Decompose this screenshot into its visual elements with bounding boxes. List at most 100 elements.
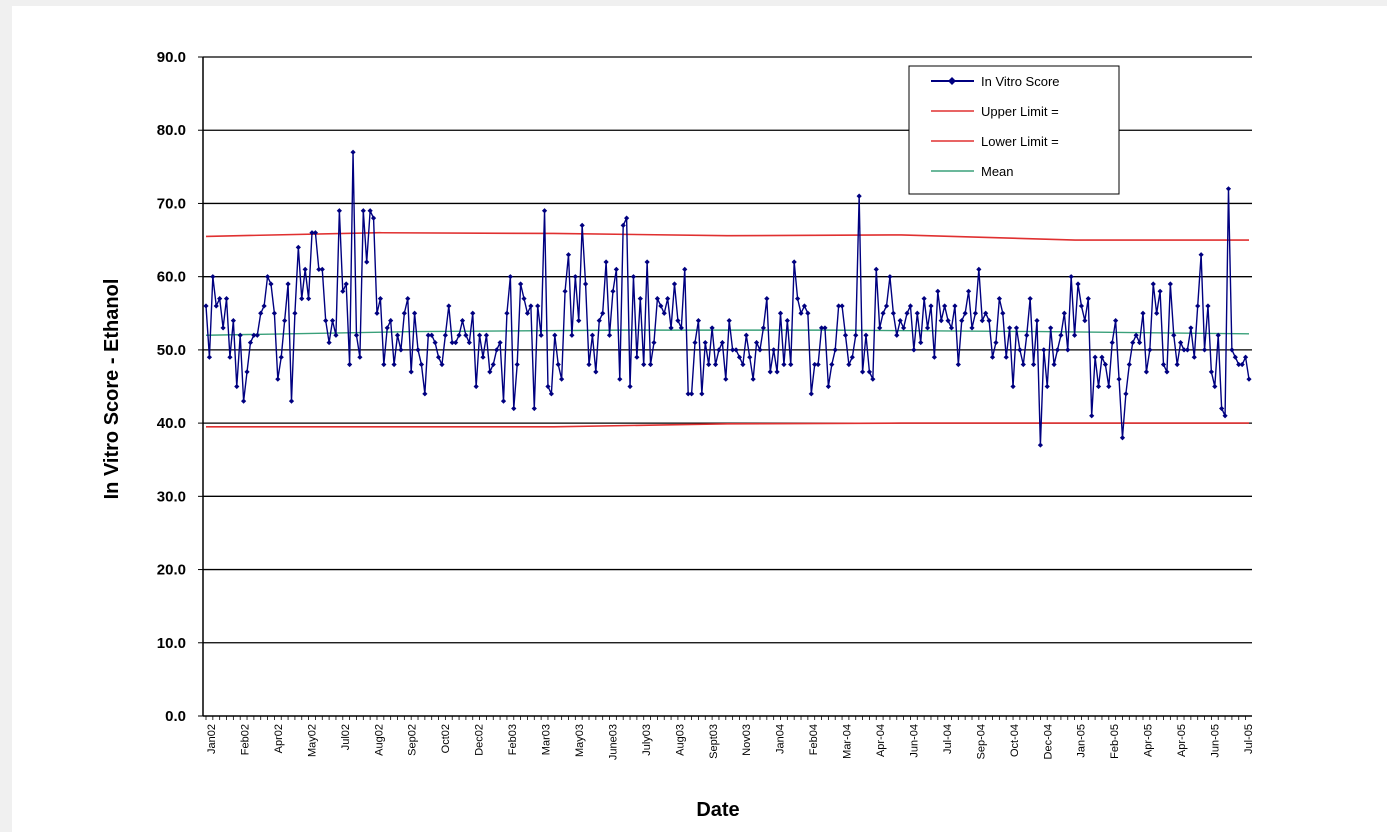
score-point [381,361,387,368]
score-point [716,347,722,353]
score-point [928,303,934,309]
score-point [251,332,257,338]
score-point [620,222,626,229]
score-point [699,391,705,397]
score-point [863,332,869,338]
score-point [798,310,804,316]
score-point [630,274,637,280]
score-point [360,208,366,214]
score-point [541,208,548,214]
score-point [388,318,394,324]
score-point [398,347,404,353]
score-point [757,347,763,353]
score-point [726,318,732,324]
score-point [275,376,281,382]
score-point [384,325,390,331]
score-point [965,288,972,294]
score-point [415,347,421,353]
score-point [435,354,442,360]
score-point [576,318,582,324]
score-point [1191,354,1197,360]
score-point [730,347,736,353]
score-point [918,339,924,346]
score-point [432,339,438,346]
score-point [271,310,277,316]
score-point [367,208,373,214]
score-point [723,376,729,382]
score-point [1126,361,1132,368]
score-point [897,318,903,324]
x-tick-label: Feb03 [507,724,519,755]
score-point [476,332,483,338]
score-point [1061,310,1067,316]
score-point [777,310,784,316]
score-point [832,347,838,353]
score-point [1102,361,1108,368]
score-point [234,383,240,390]
score-point [220,325,226,331]
score-point [760,325,767,331]
score-point [962,310,968,316]
score-point [254,332,260,338]
score-point [412,310,418,316]
score-point [805,310,811,316]
score-point [1085,296,1091,302]
x-tick-label: Jun-05 [1210,724,1222,758]
score-point [340,288,346,294]
legend-item-lower: Lower Limit = [931,134,1059,149]
x-tick-label: Apr-05 [1143,724,1155,757]
score-point [1037,442,1043,448]
score-point [907,303,914,309]
score-point [637,296,643,302]
score-point [374,310,380,316]
mean-line [205,329,1250,336]
score-point [1058,332,1064,338]
x-tick-label: Nov03 [741,724,753,756]
score-point [1140,310,1146,316]
score-point [1095,383,1102,390]
score-point [671,281,678,287]
score-point [890,310,896,316]
score-point [839,303,845,309]
x-tick-label: Jan-05 [1076,724,1088,758]
score-point [877,325,883,331]
score-point [989,354,996,360]
score-point [634,354,640,360]
score-point [1198,252,1204,258]
x-tick-label: Feb04 [808,724,820,755]
score-point [887,274,893,280]
score-point [217,296,223,302]
score-point [405,296,411,302]
y-tick-label: 50.0 [157,342,186,359]
score-point [572,274,578,280]
score-point [353,332,360,338]
score-point [230,318,236,324]
x-tick-label: Sept03 [708,724,720,759]
score-point [1017,347,1023,353]
score-point [579,222,585,229]
score-point [771,347,777,353]
y-tick-label: 90.0 [157,49,186,66]
score-point [702,339,708,346]
score-point [938,318,944,324]
score-point [394,332,401,338]
score-point [812,361,818,368]
score-point [644,259,650,265]
score-point [610,288,616,294]
score-point [483,332,490,338]
score-series [203,149,1252,448]
score-point [1236,361,1242,368]
x-tick-label: Jan02 [206,724,218,754]
score-point [1215,332,1221,338]
x-tick-label: Oct02 [440,724,452,753]
score-point [1167,281,1173,287]
score-point [470,310,476,316]
score-point [767,369,773,375]
score-point [1092,354,1098,360]
score-point [870,376,876,382]
score-point [1232,354,1238,360]
x-tick-label: Dec-04 [1042,724,1054,759]
score-point [1027,296,1033,302]
score-point [425,332,431,338]
score-point [569,332,575,338]
